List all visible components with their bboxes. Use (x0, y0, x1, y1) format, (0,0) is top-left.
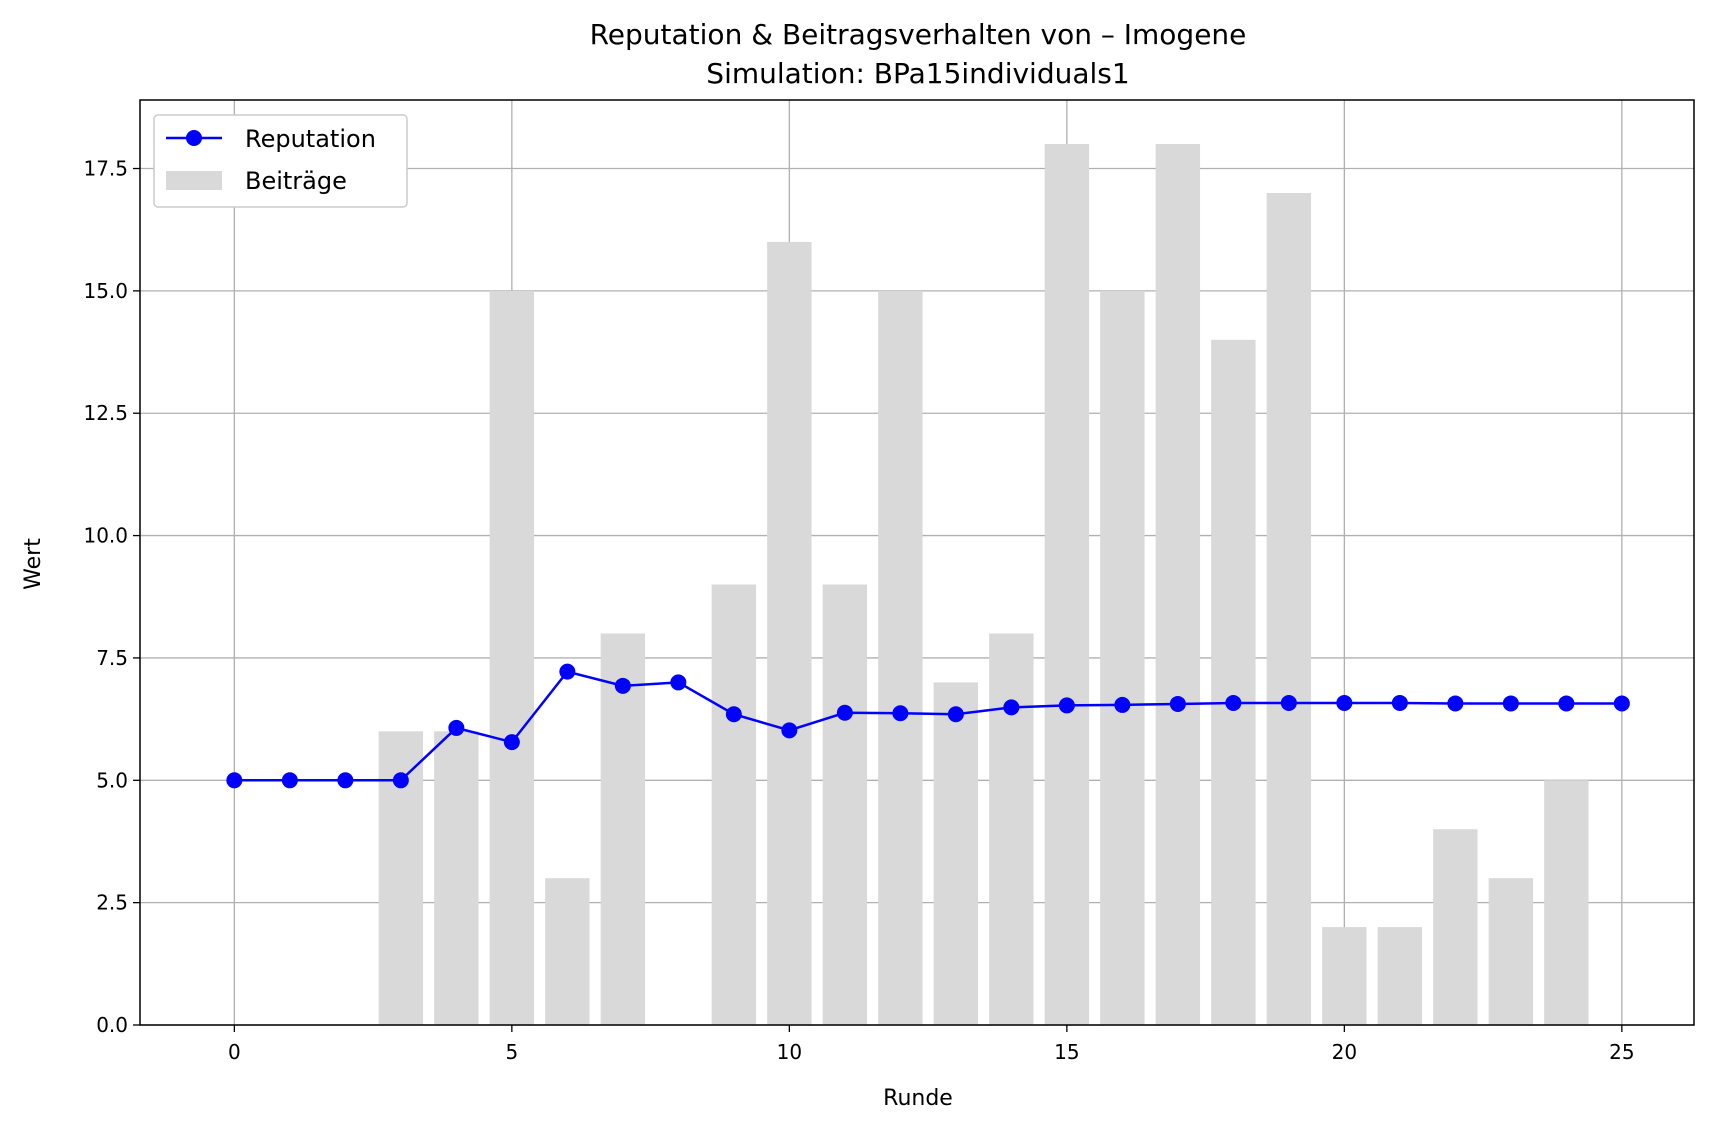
contribution-bar (767, 241, 812, 1025)
contribution-bar (434, 731, 479, 1025)
reputation-point (337, 772, 354, 789)
reputation-point (1391, 694, 1408, 711)
contribution-bar (1322, 927, 1367, 1025)
contribution-bar (489, 290, 535, 1025)
reputation-point (503, 734, 520, 751)
reputation-point (1613, 695, 1630, 712)
reputation-point (559, 663, 576, 680)
y-tick-label: 7.5 (96, 646, 128, 670)
contribution-bar (545, 878, 590, 1025)
x-tick-label: 5 (505, 1040, 518, 1064)
contribution-bar (600, 633, 646, 1025)
legend-beitraege-swatch (166, 171, 222, 190)
reputation-point (1114, 696, 1131, 713)
contribution-bar (989, 633, 1034, 1025)
reputation-point (670, 674, 687, 691)
bars-layer (378, 144, 1589, 1026)
reputation-point (781, 722, 798, 739)
contribution-bar (1266, 192, 1312, 1026)
contribution-bar (1544, 780, 1589, 1025)
contribution-bar (1155, 144, 1201, 1026)
reputation-point (1502, 695, 1519, 712)
y-tick-label: 12.5 (83, 401, 128, 425)
contribution-bar (933, 682, 979, 1025)
x-axis-label: Runde (883, 1086, 953, 1111)
y-tick-label: 17.5 (83, 157, 128, 181)
y-tick-label: 0.0 (96, 1013, 128, 1037)
y-tick-label: 10.0 (83, 524, 128, 548)
contribution-bar (1044, 144, 1090, 1026)
y-tick-label: 15.0 (83, 279, 128, 303)
reputation-point (448, 719, 465, 736)
reputation-point (947, 706, 964, 723)
line-layer (226, 663, 1630, 789)
legend: Reputation Beiträge (153, 114, 408, 208)
reputation-point (1280, 694, 1297, 711)
reputation-point (836, 704, 853, 721)
contribution-bar (711, 584, 757, 1025)
reputation-point (1003, 699, 1020, 716)
x-tick-label: 15 (1054, 1040, 1079, 1064)
reputation-point (1225, 694, 1242, 711)
contribution-bar (878, 290, 923, 1025)
contribution-bar (1433, 829, 1478, 1025)
reputation-point (1058, 697, 1075, 714)
contribution-bar (1100, 290, 1145, 1025)
reputation-point (226, 772, 243, 789)
contribution-bar (1488, 878, 1534, 1025)
plot-frame (139, 99, 1695, 1026)
reputation-point (392, 772, 409, 789)
contribution-bar (1377, 927, 1423, 1025)
reputation-point (1558, 695, 1575, 712)
reputation-point (892, 705, 909, 722)
ticks: 0 5 10 15 20 25 0.0 2.5 5.0 7.5 10.0 12.5 15.0 17.5 (83, 157, 1634, 1064)
x-tick-label: 0 (228, 1040, 241, 1064)
chart-subtitle: Simulation: BPa15individuals1 (706, 57, 1129, 90)
reputation-point (1169, 695, 1186, 712)
reputation-point (1447, 695, 1464, 712)
legend-beitraege-label: Beiträge (245, 167, 347, 195)
contribution-bar (822, 584, 868, 1025)
x-tick-label: 25 (1609, 1040, 1634, 1064)
legend-reputation-marker (186, 130, 202, 146)
reputation-line (234, 670, 1622, 782)
y-tick-label: 2.5 (96, 891, 128, 915)
reputation-point (281, 772, 298, 789)
reputation-point (1336, 694, 1353, 711)
reputation-point (725, 706, 742, 723)
x-tick-label: 20 (1332, 1040, 1357, 1064)
contribution-bar (1211, 339, 1256, 1025)
chart-title: Reputation & Beitragsverhalten von – Imo… (590, 18, 1247, 51)
y-axis-label: Wert (21, 538, 46, 590)
reputation-point (614, 677, 631, 694)
x-tick-label: 10 (777, 1040, 802, 1064)
legend-reputation-label: Reputation (245, 125, 376, 153)
y-tick-label: 5.0 (96, 768, 128, 792)
